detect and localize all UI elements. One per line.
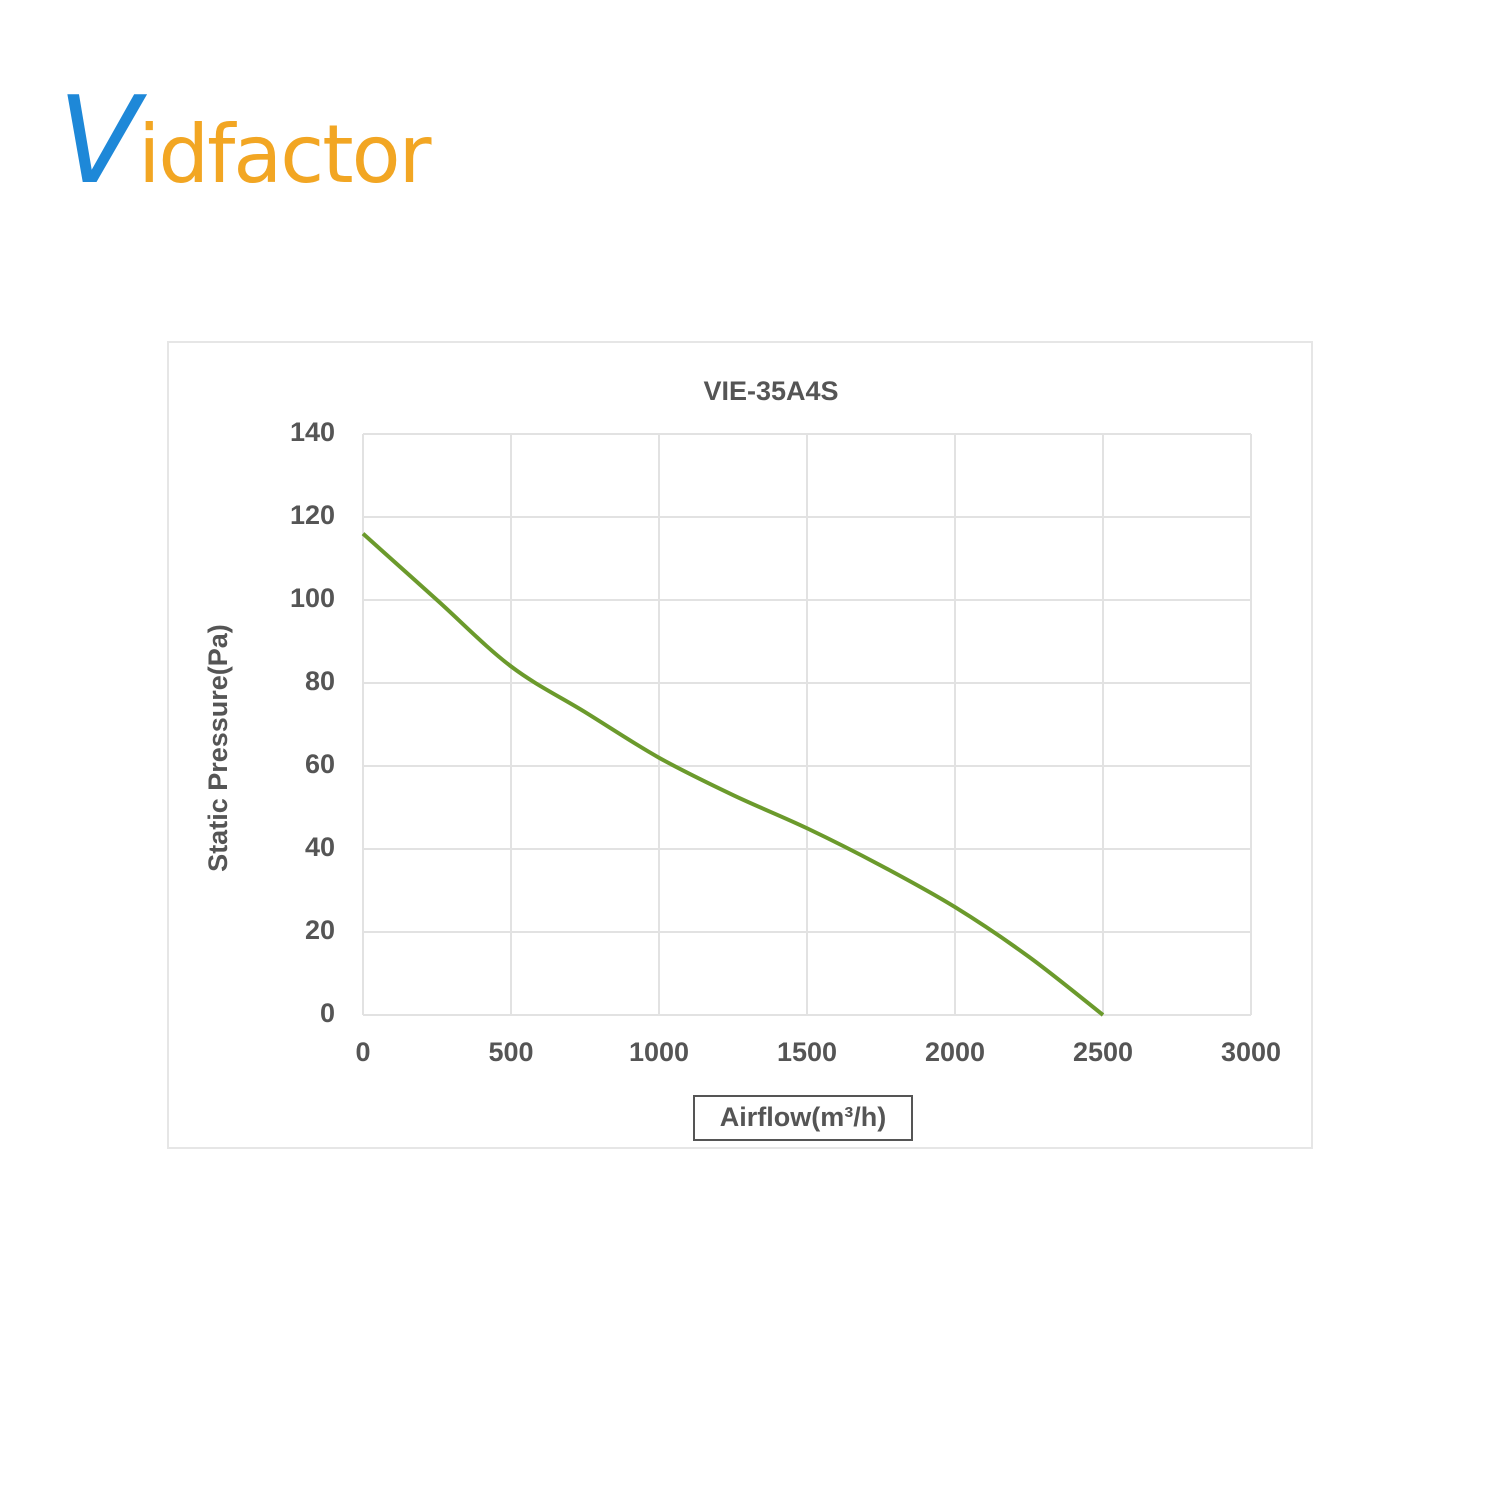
x-tick-label: 3000 (1221, 1037, 1281, 1067)
x-label-box (693, 1095, 913, 1141)
y-axis-label: Static Pressure(Pa) (203, 624, 233, 872)
x-tick-label: 500 (488, 1037, 533, 1067)
y-tick-label: 0 (320, 998, 335, 1028)
y-tick-label: 120 (290, 500, 335, 530)
y-tick-label: 80 (305, 666, 335, 696)
y-tick-label: 60 (305, 749, 335, 779)
logo: Vidfactor (58, 72, 431, 211)
x-tick-label: 0 (355, 1037, 370, 1067)
x-tick-label: 1500 (777, 1037, 837, 1067)
x-tick-label: 1000 (629, 1037, 689, 1067)
data-line (361, 532, 1105, 1017)
y-tick-label: 140 (290, 417, 335, 447)
x-axis-label: Airflow(m³/h) (720, 1102, 886, 1132)
x-tick-label: 2000 (925, 1037, 985, 1067)
y-tick-label: 40 (305, 832, 335, 862)
chart-title: VIE-35A4S (703, 376, 838, 406)
y-tick-label: 20 (305, 915, 335, 945)
y-tick-label: 100 (290, 583, 335, 613)
chart-frame (167, 341, 1313, 1149)
x-tick-label: 2500 (1073, 1037, 1133, 1067)
